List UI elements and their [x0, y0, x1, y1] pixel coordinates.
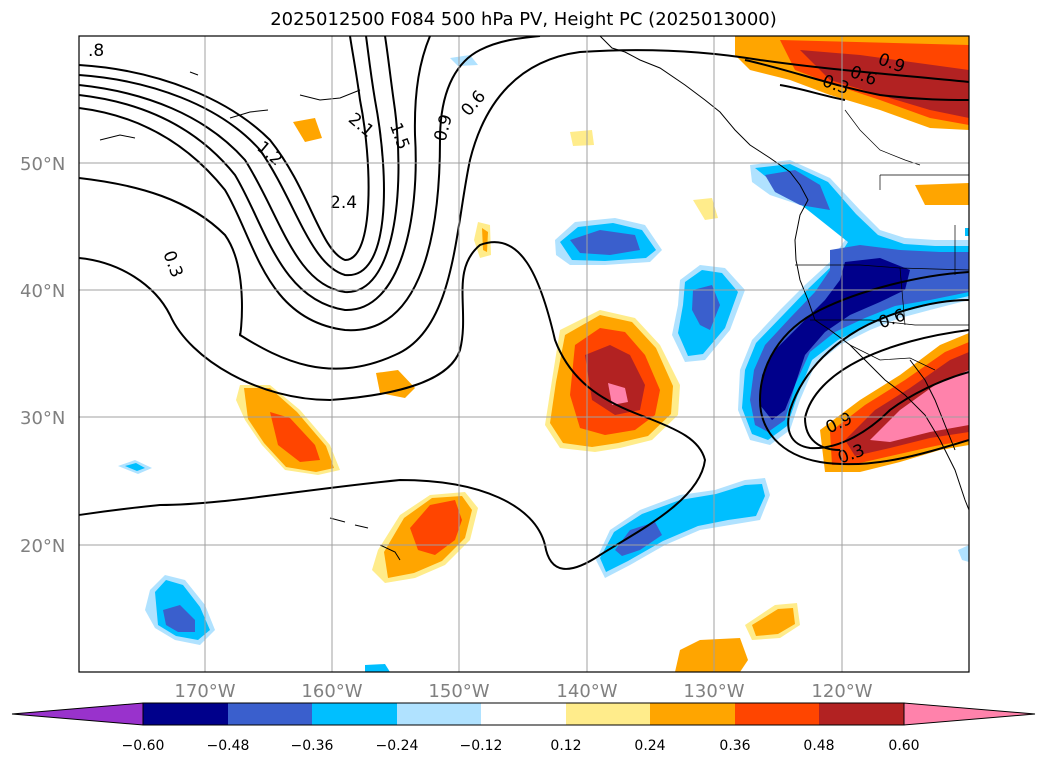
lon-label: 150°W [428, 681, 489, 702]
contour-label: .8 [88, 41, 104, 61]
lon-label: 160°W [301, 681, 362, 702]
lat-label: 20°N [20, 536, 65, 557]
height-contours [79, 36, 969, 570]
lon-label: 120°W [811, 681, 872, 702]
gridlines [79, 36, 969, 672]
political-boundaries [795, 109, 969, 371]
negative-anomaly-shading [118, 55, 969, 672]
colorbar-tick-label: 0.12 [550, 738, 581, 754]
colorbar-tick-label: −0.12 [460, 738, 503, 754]
colorbar: −0.60 −0.48 −0.36 −0.24 −0.12 0.12 0.24 … [11, 702, 1036, 754]
colorbar-tick-label: −0.48 [207, 738, 250, 754]
colorbar-extend-high [903, 702, 1036, 726]
lon-label: 130°W [683, 681, 744, 702]
contour-label: 2.4 [330, 193, 357, 213]
colorbar-segment [397, 703, 481, 725]
lon-label: 170°W [174, 681, 235, 702]
map-title: 2025012500 F084 500 hPa PV, Height PC (2… [270, 9, 777, 30]
colorbar-segment [312, 703, 397, 725]
colorbar-extend-low [11, 702, 144, 726]
colorbar-tick-label: −0.24 [376, 738, 419, 754]
colorbar-tick-label: 0.60 [888, 738, 919, 754]
colorbar-segment [819, 703, 904, 725]
colorbar-segment [143, 703, 228, 725]
positive-anomaly-shading [236, 36, 969, 672]
lat-label: 40°N [20, 281, 65, 302]
colorbar-outline [142, 702, 905, 726]
lat-label: 50°N [20, 154, 65, 175]
colorbar-segment [735, 703, 819, 725]
colorbar-segment [481, 703, 566, 725]
colorbar-segment [228, 703, 312, 725]
colorbar-tick-label: −0.60 [122, 738, 165, 754]
lat-label: 30°N [20, 408, 65, 429]
lon-label: 140°W [556, 681, 617, 702]
colorbar-tick-label: 0.36 [719, 738, 750, 754]
colorbar-tick-label: 0.48 [803, 738, 834, 754]
colorbar-tick-label: −0.36 [291, 738, 334, 754]
colorbar-segment [650, 703, 735, 725]
colorbar-tick-label: 0.24 [634, 738, 665, 754]
colorbar-segment [566, 703, 650, 725]
map-frame [78, 35, 970, 673]
